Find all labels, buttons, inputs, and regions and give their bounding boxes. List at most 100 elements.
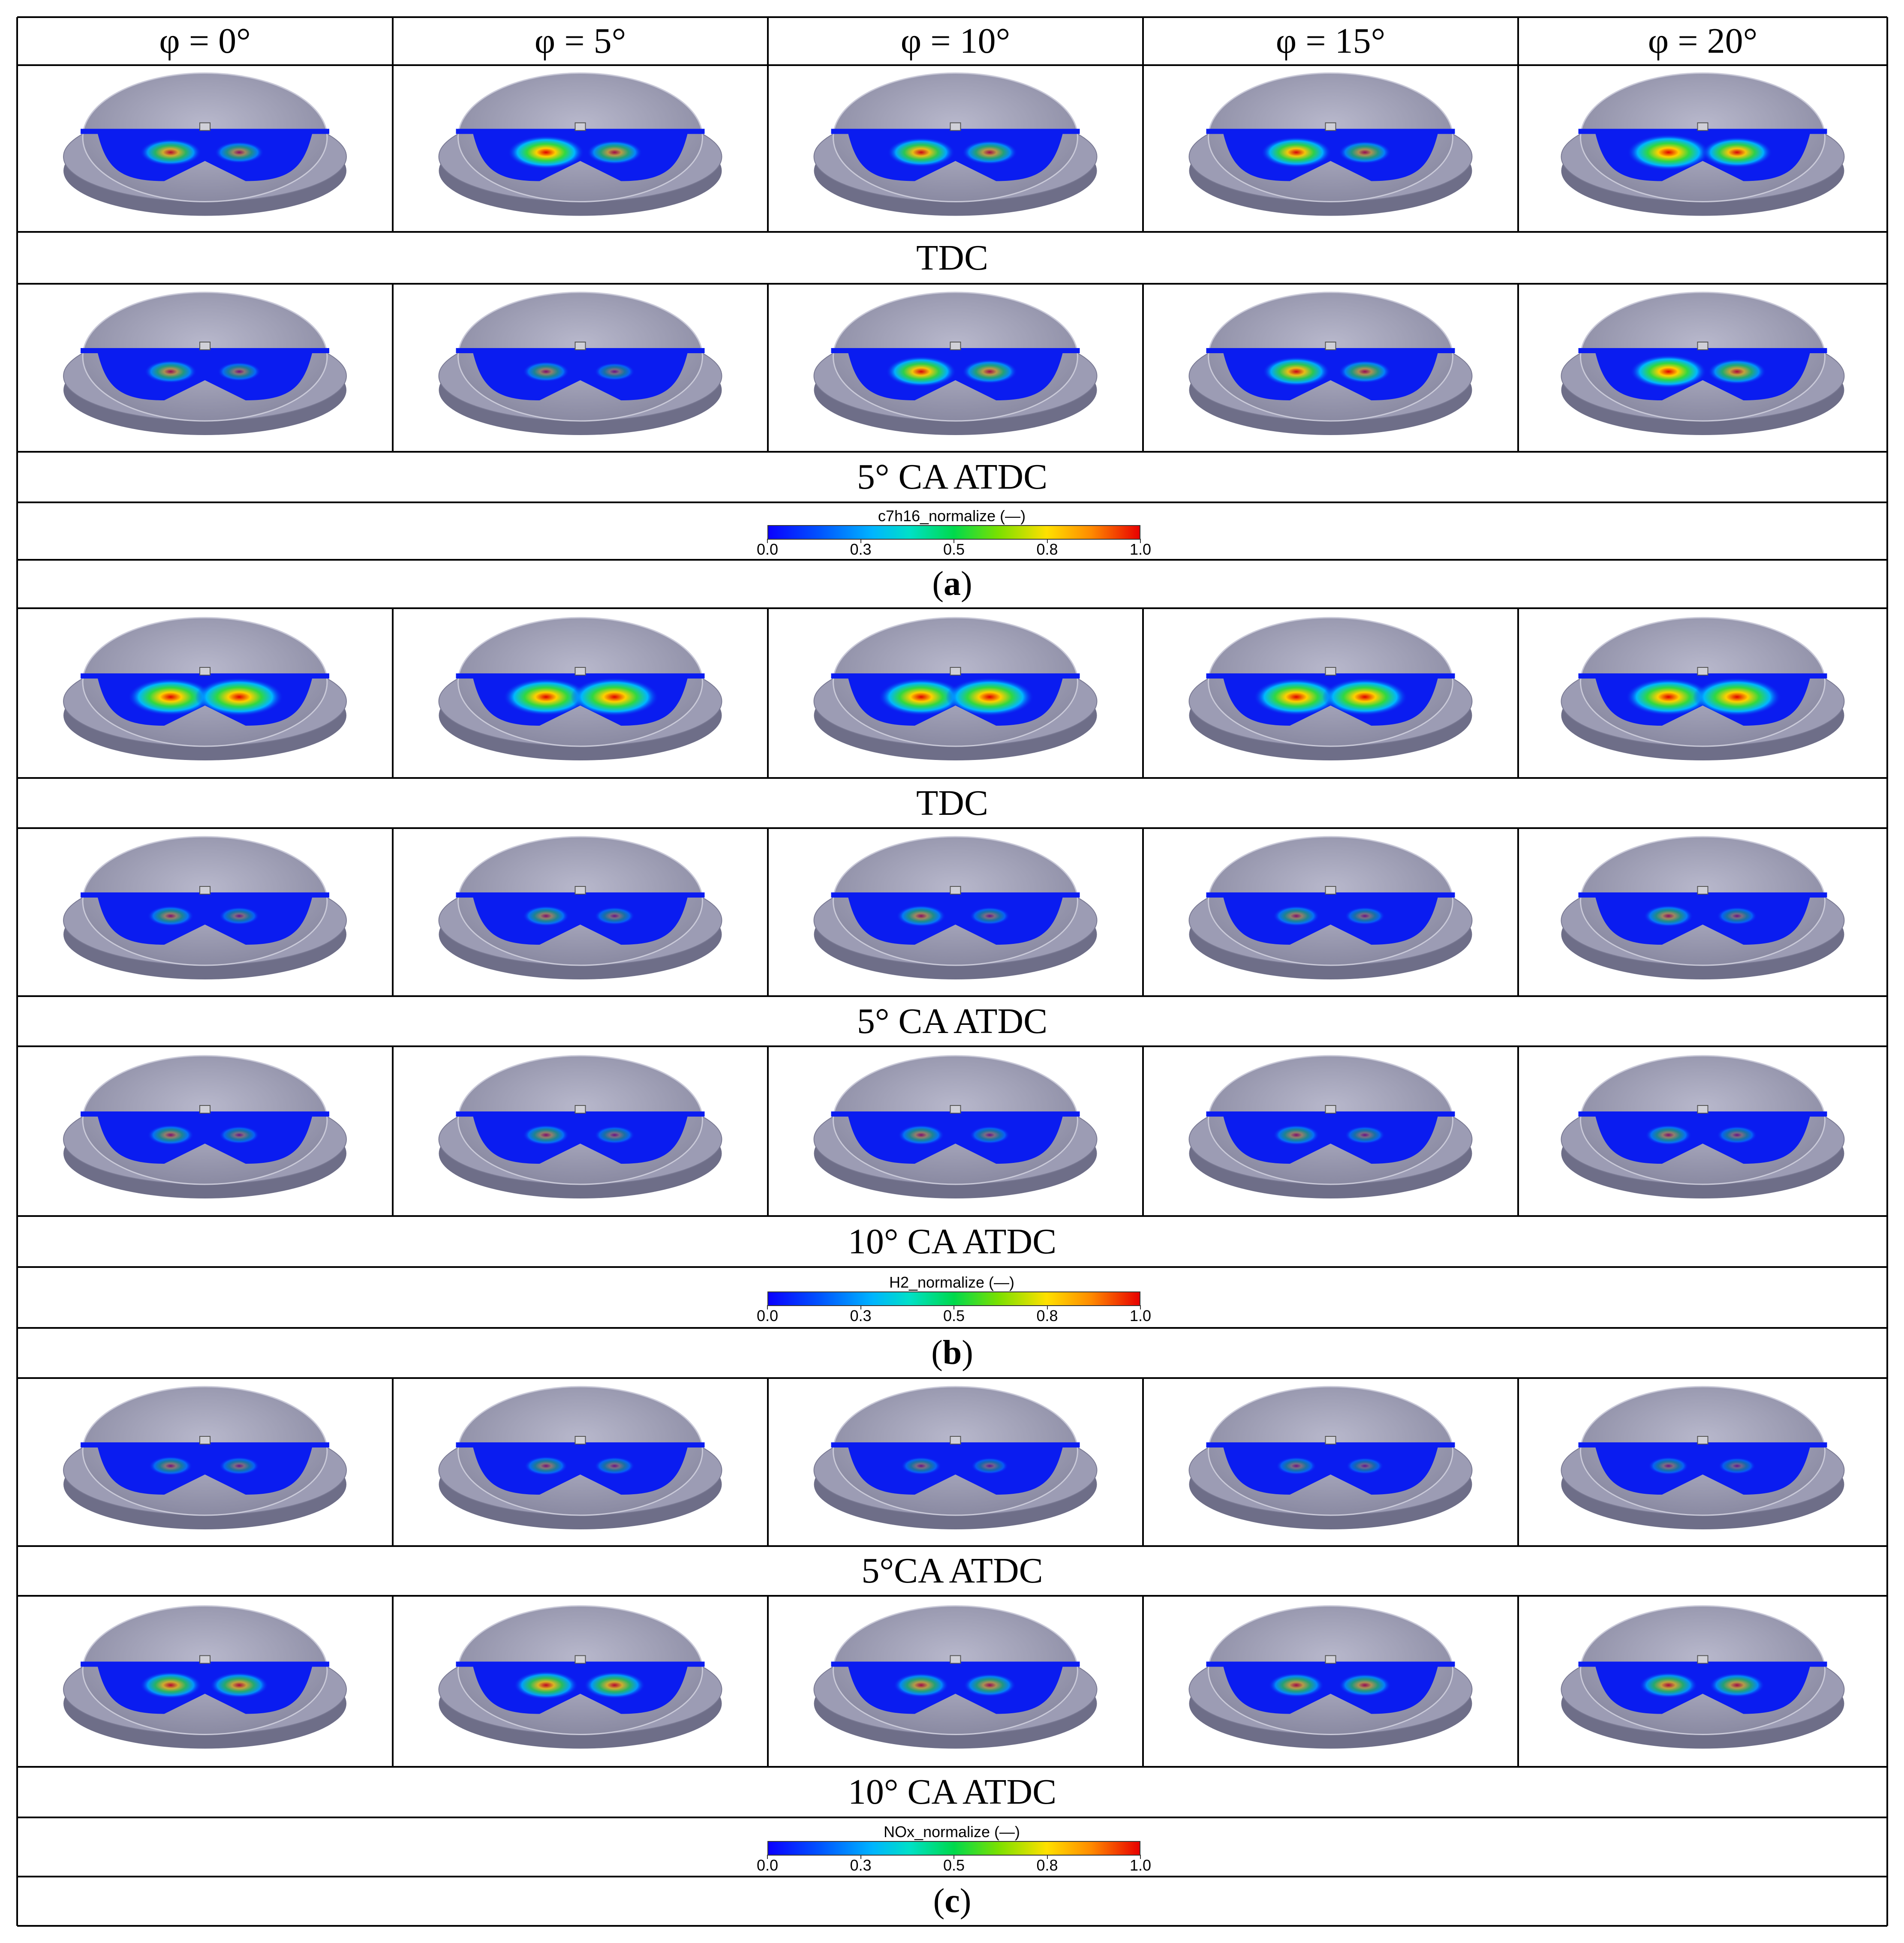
hotspot-left	[514, 1671, 578, 1700]
piston-render	[813, 1386, 1098, 1529]
colorbar-gradient	[767, 1841, 1140, 1856]
colorbar-tick-label: 1.0	[1129, 541, 1152, 558]
simulation-image	[393, 65, 768, 232]
cfd-contour-slice	[831, 129, 1080, 181]
piston-render	[1188, 617, 1473, 760]
simulation-image	[768, 284, 1143, 452]
grid-line	[17, 451, 1887, 453]
cfd-contour-slice	[1578, 1111, 1827, 1164]
hotspot-left	[1648, 1457, 1689, 1475]
grid-line	[17, 64, 1887, 66]
grid-line	[1142, 1378, 1144, 1546]
hotspot-right	[1339, 141, 1391, 164]
simulation-image	[768, 1046, 1143, 1216]
hotspot-right	[1718, 1457, 1756, 1475]
injector-icon	[575, 122, 586, 131]
panel-label: (b)	[17, 1328, 1887, 1378]
stage-label: 5°CA ATDC	[861, 1551, 1043, 1591]
grid-line	[17, 1215, 1887, 1217]
hotspot-left	[1627, 134, 1710, 171]
piston-render	[63, 836, 347, 979]
stage-label: 5° CA ATDC	[857, 457, 1048, 497]
piston-render	[813, 1055, 1098, 1198]
injector-icon	[950, 886, 961, 895]
grid-line	[767, 284, 769, 452]
piston-render	[1188, 836, 1473, 979]
colorbar-title: H2_normalize (—)	[889, 1273, 1015, 1291]
cfd-contour-slice	[1206, 1111, 1455, 1164]
piston-render	[1561, 1386, 1845, 1529]
grid-line	[392, 17, 394, 65]
column-header: φ = 5°	[534, 21, 626, 61]
simulation-image	[393, 284, 768, 452]
simulation-image	[768, 65, 1143, 232]
grid-line	[17, 1327, 1887, 1329]
cfd-contour-slice	[831, 1111, 1080, 1164]
simulation-image	[768, 1596, 1143, 1767]
hotspot-left	[147, 1125, 194, 1145]
cfd-contour-slice	[456, 892, 705, 945]
column-header: φ = 0°	[159, 21, 251, 61]
piston-render	[438, 291, 722, 435]
grid-line	[17, 1925, 1887, 1927]
hotspot-right	[1339, 1673, 1391, 1697]
simulation-image	[1518, 608, 1887, 778]
hotspot-left	[887, 138, 955, 167]
injector-icon	[1325, 122, 1336, 131]
hotspot-left	[1273, 1125, 1320, 1145]
simulation-image	[1143, 828, 1518, 996]
colorbar-title: c7h16_normalize (—)	[878, 507, 1026, 525]
piston-render	[813, 1605, 1098, 1749]
hotspot-left	[524, 1456, 568, 1476]
colorbar: H2_normalize (—) 0.0 0.3 0.5 0.8 1.0	[757, 1267, 1151, 1328]
panel-label-letter: a	[944, 565, 961, 603]
simulation-image	[17, 1046, 393, 1216]
piston-render	[813, 617, 1098, 760]
hotspot-left	[886, 356, 957, 387]
grid-line	[392, 1378, 394, 1546]
injector-icon	[1697, 667, 1708, 676]
hotspot-left	[147, 906, 194, 926]
colorbar-tick-label: 1.0	[1129, 1856, 1152, 1874]
hotspot-left	[1269, 1673, 1324, 1697]
grid-line	[16, 17, 18, 1926]
simulation-image	[1518, 1046, 1887, 1216]
cfd-contour-slice	[831, 1442, 1080, 1495]
hotspot-right	[1709, 1673, 1765, 1697]
grid-line	[392, 1046, 394, 1216]
hotspot-left	[1645, 1125, 1692, 1145]
injector-icon	[1325, 1436, 1336, 1444]
hotspot-left	[896, 905, 946, 927]
piston-render	[813, 72, 1098, 216]
injector-icon	[1697, 1436, 1708, 1444]
colorbar-tick-mark	[1047, 1305, 1048, 1309]
piston-render	[438, 72, 722, 216]
simulation-image	[1143, 1378, 1518, 1546]
grid-line	[1142, 608, 1144, 778]
cfd-contour-slice	[1578, 1442, 1827, 1495]
hotspot-right	[195, 678, 283, 716]
colorbar-gradient	[767, 525, 1140, 540]
simulation-image	[768, 1378, 1143, 1546]
grid-line	[17, 1377, 1887, 1379]
cfd-contour-slice	[81, 1442, 329, 1495]
injector-icon	[575, 1105, 586, 1114]
injector-icon	[575, 1655, 586, 1664]
colorbar-tick-label: 0.8	[1036, 541, 1058, 558]
panel-label: (a)	[17, 560, 1887, 608]
colorbar-tick-mark	[860, 539, 861, 543]
piston-render	[1561, 1605, 1845, 1749]
panel-label-open: (	[931, 1334, 943, 1372]
simulation-image	[393, 1046, 768, 1216]
stage-label: 10° CA ATDC	[848, 1772, 1057, 1812]
colorbar-tick-mark	[1047, 1855, 1048, 1859]
piston-render	[813, 291, 1098, 435]
injector-icon	[950, 1655, 961, 1664]
hotspot-left	[1263, 357, 1330, 387]
simulation-image	[1143, 284, 1518, 452]
injector-icon	[575, 342, 586, 350]
hotspot-left	[140, 1672, 202, 1699]
grid-line	[767, 1596, 769, 1767]
piston-render	[63, 1386, 347, 1529]
cfd-contour-slice	[831, 892, 1080, 945]
